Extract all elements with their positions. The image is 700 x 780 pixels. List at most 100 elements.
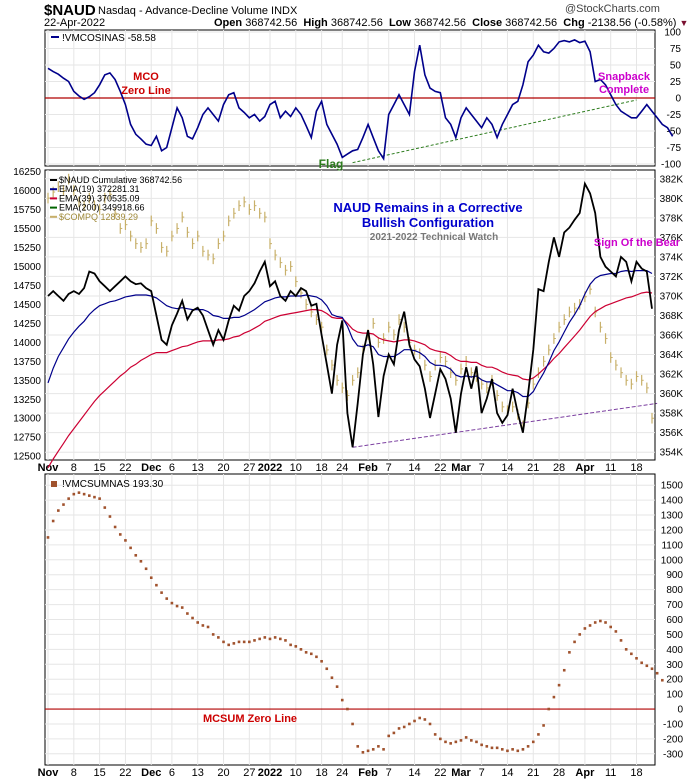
x-tick-label: 20 xyxy=(217,767,229,779)
y-tick-label-right: 380K xyxy=(660,194,684,205)
y-tick-label: -100 xyxy=(661,160,681,171)
compq-bar xyxy=(88,192,92,204)
compq-bar xyxy=(207,249,211,261)
y-tick-label: 0 xyxy=(675,94,681,105)
y-tick-label: 1400 xyxy=(661,496,684,507)
mcsum-point xyxy=(170,601,174,605)
compq-bar xyxy=(274,249,278,261)
x-tick-label: 11 xyxy=(605,462,616,474)
x-tick-label: 13 xyxy=(192,767,204,779)
x-tick-label: 28 xyxy=(553,462,565,474)
x-tick-label: 22 xyxy=(119,767,131,779)
compq-bar xyxy=(176,223,180,234)
y-tick-label-right: 358K xyxy=(660,409,684,420)
symbol: $NAUD xyxy=(44,2,96,19)
mcsum-point xyxy=(118,533,122,536)
mcsum-point xyxy=(186,612,189,615)
zero-line-annotation: Zero Line xyxy=(121,85,171,97)
x-tick-label: Feb xyxy=(358,767,378,779)
compq-bar xyxy=(186,226,190,238)
mcsum-point xyxy=(568,651,571,654)
y-tick-label: 75 xyxy=(670,44,682,55)
mcsum-point xyxy=(72,492,76,496)
mcsum-point xyxy=(304,651,308,654)
x-tick-label: Apr xyxy=(575,767,595,779)
compq-bar xyxy=(388,321,391,333)
mcsum-point xyxy=(253,639,256,642)
compq-bar xyxy=(604,333,608,344)
brand: @StockCharts.com xyxy=(565,3,660,15)
compq-bar xyxy=(222,230,226,242)
compq-bar xyxy=(295,276,298,287)
y-tick-label-left: 14250 xyxy=(13,319,41,330)
x-tick-label: 7 xyxy=(386,462,392,474)
y-tick-label-right: 362K xyxy=(660,370,684,381)
x-tick-label: Mar xyxy=(451,462,471,474)
x-tick-label: 18 xyxy=(630,462,642,474)
compq-bar xyxy=(217,238,221,249)
mcsum-point xyxy=(382,748,385,751)
x-tick-label: Dec xyxy=(141,462,161,474)
compq-bar xyxy=(398,314,402,325)
compq-bar xyxy=(212,253,216,265)
mcsum-point xyxy=(604,621,607,624)
y-tick-label-left: 13500 xyxy=(13,376,41,387)
y-tick-label: 100 xyxy=(666,690,683,701)
complete-annotation: Complete xyxy=(599,84,649,96)
y-tick-label-right: 354K xyxy=(660,448,684,459)
mcsum-point xyxy=(640,661,643,665)
chart-subtitle: 2021-2022 Technical Watch xyxy=(370,232,498,243)
compq-bar xyxy=(124,219,128,230)
mcsum-point xyxy=(248,640,251,644)
compq-bar xyxy=(599,321,603,333)
mcsum-point xyxy=(51,519,55,523)
y-tick-label-left: 15500 xyxy=(13,224,41,235)
y-tick-label-left: 13250 xyxy=(13,395,41,406)
y-tick-label-left: 12500 xyxy=(13,452,41,463)
compq-bar xyxy=(444,355,448,367)
compq-bar xyxy=(630,378,634,390)
mcsum-point xyxy=(134,554,138,557)
mcsum-point xyxy=(366,749,370,753)
support-trend-line xyxy=(352,402,658,448)
x-tick-label: 7 xyxy=(386,767,392,779)
mcsum-point xyxy=(351,722,354,726)
ema39-line xyxy=(47,291,653,469)
mcsum-point xyxy=(309,652,313,656)
compq-bar xyxy=(62,185,66,196)
compq-bar xyxy=(264,211,267,223)
compq-bar xyxy=(568,306,572,318)
y-tick-label-left: 13000 xyxy=(13,414,41,425)
mcsum-point xyxy=(82,492,86,496)
mcsum-point xyxy=(428,722,432,726)
mcsum-point xyxy=(155,583,158,587)
mcsum-point xyxy=(237,640,241,644)
y-tick-label: 200 xyxy=(666,675,683,686)
compq-bar xyxy=(382,333,386,344)
mcsum-point xyxy=(361,751,365,754)
compq-bar xyxy=(424,359,427,371)
mcsum-point xyxy=(408,722,411,726)
mcsum-point xyxy=(289,643,292,647)
mcsum-point xyxy=(578,633,582,636)
mcsum-point xyxy=(320,659,323,663)
chart-title: NAUD Remains in a Corrective xyxy=(333,200,522,215)
compq-bar xyxy=(429,371,433,382)
compq-bar xyxy=(635,371,639,382)
chart-title-line2: Bullish Configuration xyxy=(362,215,494,230)
mcsum-point xyxy=(557,683,561,687)
mcsum-point xyxy=(624,648,628,651)
mcsum-point xyxy=(619,639,623,642)
mcsum-point xyxy=(609,625,613,629)
compq-bar xyxy=(197,230,200,242)
x-tick-label: 27 xyxy=(243,462,255,474)
mco-line xyxy=(47,39,674,161)
y-tick-label-left: 13750 xyxy=(13,357,41,368)
mcsum-point xyxy=(573,640,576,644)
x-tick-label: 20 xyxy=(217,462,229,474)
compq-bar xyxy=(315,314,319,325)
compq-bar xyxy=(563,314,567,325)
x-tick-label: 22 xyxy=(434,767,446,779)
y-tick-label: 400 xyxy=(666,645,683,656)
compq-bar xyxy=(460,363,463,375)
